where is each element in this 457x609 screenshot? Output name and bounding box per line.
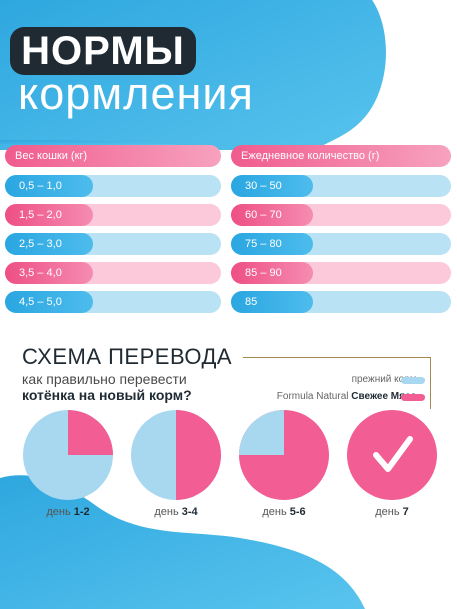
table-row: 85 – 90 — [231, 262, 451, 284]
feeding-table: Вес кошки (кг) Ежедневное количество (г)… — [5, 145, 452, 325]
pie-day-7 — [347, 410, 437, 500]
pie-day-3-4 — [131, 410, 221, 500]
table-row: 3,5 – 4,0 — [5, 262, 221, 284]
amount-cell: 85 — [231, 291, 313, 313]
day-label: день 3-4 — [130, 506, 222, 518]
weight-cell: 0,5 – 1,0 — [5, 175, 93, 197]
scheme-title: СХЕМА ПЕРЕВОДА — [22, 344, 233, 369]
day-word: день — [154, 506, 179, 518]
table-row: 2,5 – 3,0 — [5, 233, 221, 255]
table-row: 85 — [231, 291, 451, 313]
col-header-amount: Ежедневное количество (г) — [231, 145, 451, 167]
legend-old-swatch — [401, 377, 425, 384]
table-row: 75 – 80 — [231, 233, 451, 255]
amount-cell: 85 – 90 — [231, 262, 313, 284]
weight-cell: 4,5 – 5,0 — [5, 291, 93, 313]
weight-cell: 3,5 – 4,0 — [5, 262, 93, 284]
day-value: 1-2 — [73, 506, 90, 518]
pie-new-slice — [347, 410, 437, 500]
weight-cell: 1,5 – 2,0 — [5, 204, 93, 226]
day-value: 3-4 — [181, 506, 198, 518]
day-word: день — [46, 506, 71, 518]
checkmark-icon — [373, 436, 413, 472]
amount-cell: 30 – 50 — [231, 175, 313, 197]
weight-cell: 2,5 – 3,0 — [5, 233, 93, 255]
day-label: день 5-6 — [238, 506, 330, 518]
legend-old: прежний корм – — [352, 374, 425, 385]
table-row: 4,5 – 5,0 — [5, 291, 221, 313]
table-row: 60 – 70 — [231, 204, 451, 226]
col-header-weight: Вес кошки (кг) — [5, 145, 221, 167]
day-value: 5-6 — [289, 506, 306, 518]
legend-new-swatch — [401, 394, 425, 401]
day-label: день 1-2 — [22, 506, 114, 518]
scheme-subtitle-bold: котёнка на новый корм? — [22, 387, 192, 403]
divider — [243, 357, 431, 358]
page-subtitle: кормления — [18, 68, 254, 119]
scheme-subtitle: как правильно перевести — [22, 371, 187, 387]
legend-old-label: прежний корм – — [351, 374, 425, 385]
pie-old-slice — [239, 410, 284, 455]
table-row: 1,5 – 2,0 — [5, 204, 221, 226]
pie-day-1-2 — [23, 410, 113, 500]
pie-new-slice — [68, 410, 113, 455]
table-row: 0,5 – 1,0 — [5, 175, 221, 197]
table-row: 30 – 50 — [231, 175, 451, 197]
legend-new-prefix: Formula Natural — [276, 391, 349, 402]
day-word: день — [375, 506, 400, 518]
divider — [430, 357, 431, 409]
pie-day-5-6 — [239, 410, 329, 500]
day-word: день — [262, 506, 287, 518]
legend-new-bold: Свежее Мясо — [351, 391, 417, 402]
page-title: НОРМЫ — [10, 27, 196, 75]
pie-new-slice — [176, 410, 221, 500]
amount-cell: 60 – 70 — [231, 204, 313, 226]
day-label: день 7 — [346, 506, 438, 518]
day-value: 7 — [402, 506, 409, 518]
amount-cell: 75 – 80 — [231, 233, 313, 255]
